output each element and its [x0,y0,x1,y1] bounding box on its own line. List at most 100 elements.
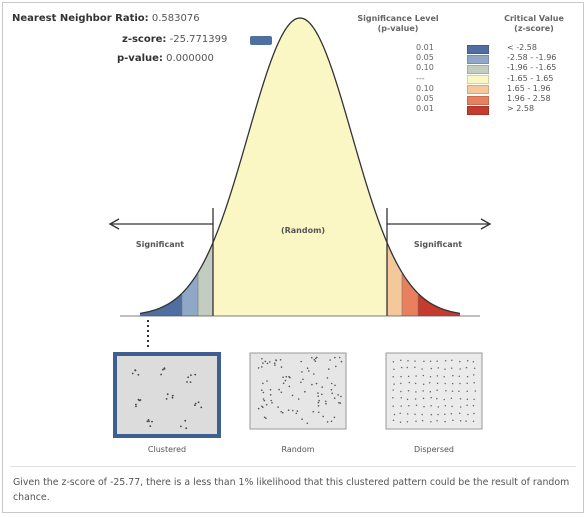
point [334,384,336,387]
point [414,360,416,362]
point [338,401,340,404]
point [472,374,475,376]
point [472,420,475,422]
point [306,422,309,425]
point [301,418,303,420]
point [465,420,467,422]
point [466,382,468,384]
point [429,390,432,393]
point [268,361,271,363]
point [393,413,396,416]
point [443,398,445,401]
point [466,404,468,407]
point [194,373,197,376]
point [261,405,263,408]
point [297,398,300,400]
point [322,415,324,418]
point [406,413,409,415]
point [444,420,446,423]
point [430,413,433,416]
point [473,398,475,401]
point [415,404,418,406]
legend-significance-header: Significance Level (p-value) [353,14,443,34]
point [422,374,425,377]
region-random [213,18,387,316]
point [317,411,320,414]
point [459,382,461,385]
point [450,413,453,415]
point [333,397,336,399]
point [329,359,331,361]
point [415,391,417,393]
point [428,382,431,384]
point [399,412,401,415]
legend-pvalue: 0.05 [416,94,434,103]
point [414,398,417,400]
divider [10,466,576,467]
point [400,390,402,393]
point [444,359,447,362]
point [135,405,137,408]
p-value-text: 0.000000 [166,53,214,64]
point [270,399,272,402]
conclusion-text: Given the z-score of -25.77, there is a … [13,477,570,503]
point [400,396,403,399]
point [160,373,162,376]
region-z-gt-258 [418,293,460,316]
point [288,385,291,388]
point [326,421,329,423]
point [339,402,342,404]
point [180,425,182,428]
point [414,382,417,385]
point [282,382,285,385]
legend-zrange: 1.96 - 2.58 [507,94,551,103]
point [261,358,263,360]
point [406,420,409,423]
point [467,413,469,416]
curve-layer [108,17,492,350]
legend-swatch [467,64,489,74]
point [436,360,438,362]
z-label: z-score: [122,34,167,45]
point [321,393,323,396]
point [333,416,336,419]
point [138,399,141,402]
point [458,390,460,392]
point [415,375,417,377]
legend-zrange: -1.65 - 1.65 [507,73,554,83]
point [335,365,337,368]
point [430,420,432,423]
point [149,425,152,427]
point [194,404,196,407]
point [466,390,468,392]
point [262,398,265,400]
clustered-points [131,367,203,430]
z-value: -25.771399 [169,34,228,45]
point [321,386,323,388]
point [451,382,454,385]
point [422,390,424,392]
point [452,374,454,377]
point [190,374,192,376]
legend-swatch [467,95,489,105]
point [275,359,277,361]
point [459,398,462,400]
point [171,396,174,399]
legend-swatch [467,44,489,54]
point [472,404,475,407]
point [436,382,439,384]
legend-swatch [467,85,489,95]
significant-right-label: Significant [413,240,463,249]
point [315,357,317,360]
crit-head-line1: Critical Value [504,14,564,23]
sig-head-line1: Significance Level [357,14,439,23]
point [392,375,394,378]
point [263,416,266,419]
point [406,366,409,369]
point [443,376,445,378]
point [423,405,425,408]
point [315,382,318,385]
sig-head-line2: (p-value) [377,24,419,33]
point [300,381,302,384]
